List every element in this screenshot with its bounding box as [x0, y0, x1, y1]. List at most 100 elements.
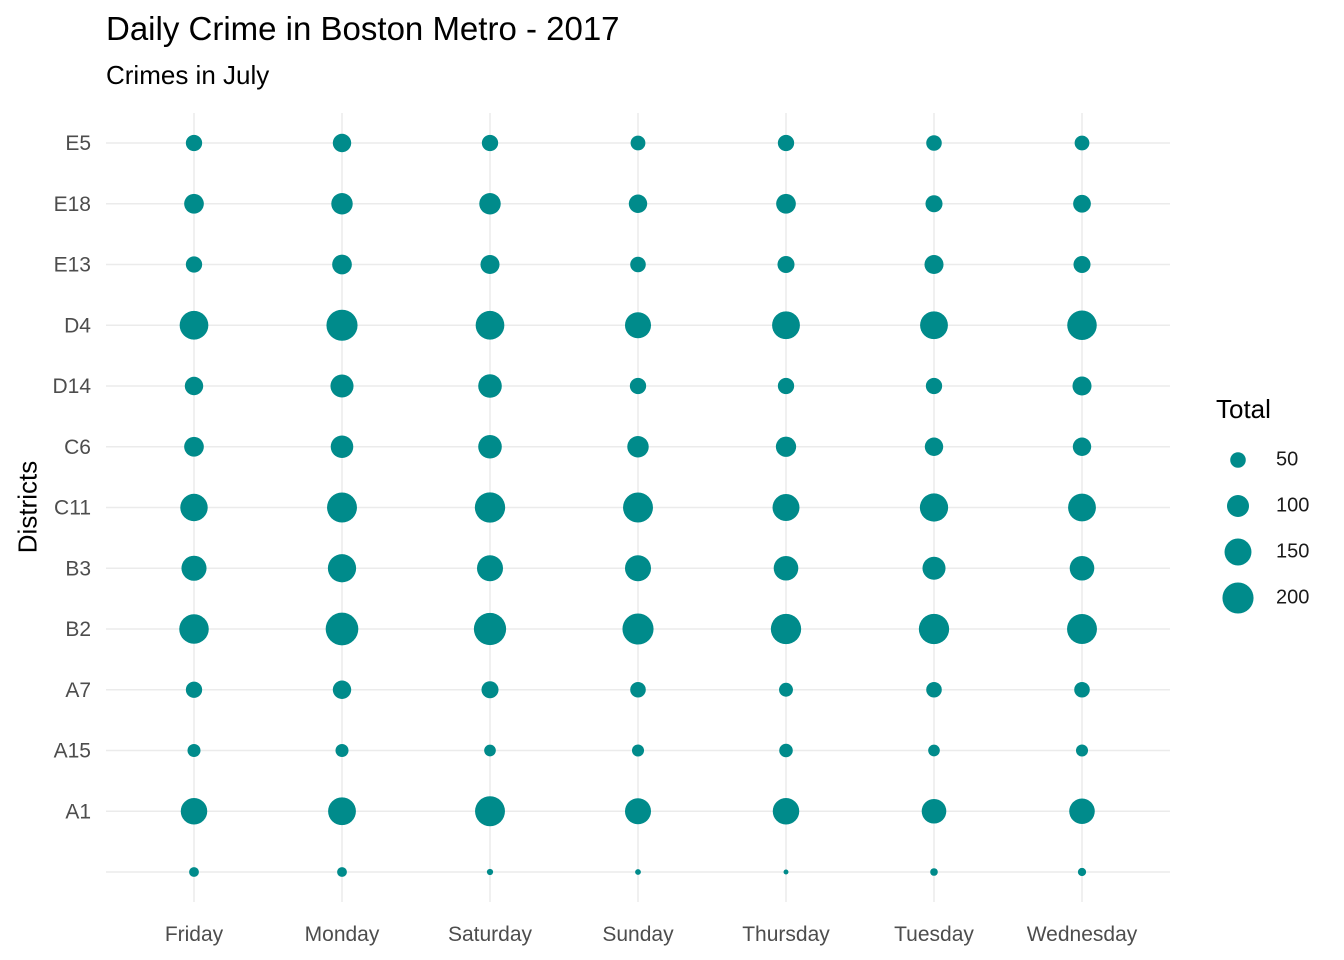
data-point — [331, 193, 353, 215]
data-point — [180, 493, 208, 522]
data-point — [179, 310, 209, 340]
data-point — [777, 377, 795, 395]
y-tick-label: A1 — [65, 800, 91, 823]
data-point — [624, 798, 652, 825]
data-point — [184, 193, 204, 214]
legend-key — [1224, 538, 1252, 566]
chart-title: Daily Crime in Boston Metro - 2017 — [106, 10, 620, 47]
data-point — [1074, 135, 1090, 151]
data-point — [631, 744, 645, 757]
data-point — [773, 555, 799, 581]
data-point — [918, 613, 950, 645]
data-point — [624, 555, 652, 582]
y-tick-label: A15 — [54, 740, 91, 763]
data-point — [1068, 493, 1096, 522]
legend-label: 150 — [1276, 540, 1310, 563]
data-point — [1067, 310, 1097, 341]
data-point — [1072, 376, 1092, 396]
x-tick-label: Thursday — [742, 923, 830, 946]
legend-key — [1222, 582, 1254, 614]
x-tick-label: Sunday — [602, 923, 674, 946]
data-points — [179, 133, 1097, 877]
data-point — [1077, 867, 1087, 877]
data-point — [629, 377, 647, 395]
x-tick-label: Tuesday — [894, 923, 974, 946]
data-point — [772, 494, 800, 521]
y-tick-label: E13 — [54, 254, 91, 277]
data-point — [181, 555, 207, 581]
y-tick-label: D4 — [64, 314, 91, 337]
data-point — [919, 493, 949, 522]
data-point — [624, 312, 652, 339]
data-point — [473, 612, 507, 646]
data-point — [627, 436, 649, 458]
data-point — [630, 135, 646, 151]
data-point — [628, 194, 648, 213]
x-tick-label: Wednesday — [1027, 923, 1138, 946]
data-point — [332, 133, 352, 153]
data-point — [180, 798, 208, 825]
data-point — [185, 256, 203, 273]
data-point — [775, 436, 797, 457]
data-point — [189, 867, 199, 877]
data-point — [327, 554, 357, 583]
data-point — [476, 555, 504, 582]
data-point — [1075, 744, 1089, 757]
data-point — [187, 743, 201, 758]
legend-title: Total — [1216, 394, 1271, 424]
x-tick-labels: Friday Monday Saturday Sunday Thursday Tuesda… — [165, 923, 1138, 946]
data-point — [326, 309, 358, 341]
data-point — [772, 311, 800, 340]
data-point — [478, 374, 502, 398]
data-point — [481, 134, 499, 152]
data-point — [478, 434, 502, 459]
data-point — [1074, 681, 1090, 698]
data-point — [926, 135, 942, 151]
data-point — [185, 681, 203, 698]
y-tick-label: C11 — [54, 497, 91, 520]
y-tick-label: A7 — [65, 679, 91, 702]
data-point — [327, 492, 357, 523]
data-point — [486, 868, 494, 876]
legend-label: 200 — [1276, 586, 1310, 609]
data-point — [1069, 798, 1095, 825]
data-point — [325, 612, 359, 646]
data-point — [622, 613, 654, 645]
y-tick-label: E5 — [65, 132, 91, 155]
y-tick-label: C6 — [64, 436, 91, 459]
data-point — [179, 614, 209, 644]
y-tick-label: B3 — [65, 557, 91, 580]
data-point — [1069, 555, 1095, 581]
data-point — [777, 134, 795, 152]
y-tick-labels: A1 A15 A7 B2 B3 C11 C6 D14 D4 E13 E18 E5 — [52, 132, 91, 823]
data-point — [779, 682, 793, 697]
data-point — [925, 377, 943, 395]
data-point — [1072, 437, 1092, 456]
x-tick-label: Friday — [165, 923, 224, 946]
data-point — [475, 796, 505, 827]
data-point — [779, 743, 793, 758]
data-point — [1073, 255, 1091, 274]
data-point — [770, 613, 802, 645]
x-tick-label: Saturday — [448, 923, 533, 946]
data-point — [928, 744, 940, 757]
data-point — [474, 492, 506, 523]
y-tick-label: D14 — [52, 375, 91, 398]
data-point — [332, 254, 352, 275]
data-point — [924, 254, 944, 275]
data-point — [184, 376, 204, 396]
data-point — [1073, 194, 1091, 213]
data-point — [924, 437, 944, 456]
y-tick-label: B2 — [65, 618, 91, 641]
data-point — [783, 869, 789, 875]
data-point — [332, 680, 352, 699]
data-point — [623, 492, 653, 523]
legend-key — [1230, 452, 1246, 468]
data-point — [328, 797, 356, 826]
chart-subtitle: Crimes in July — [106, 60, 270, 90]
data-point — [777, 255, 795, 274]
data-point — [475, 310, 505, 340]
data-point — [926, 681, 942, 698]
data-point — [776, 193, 796, 214]
